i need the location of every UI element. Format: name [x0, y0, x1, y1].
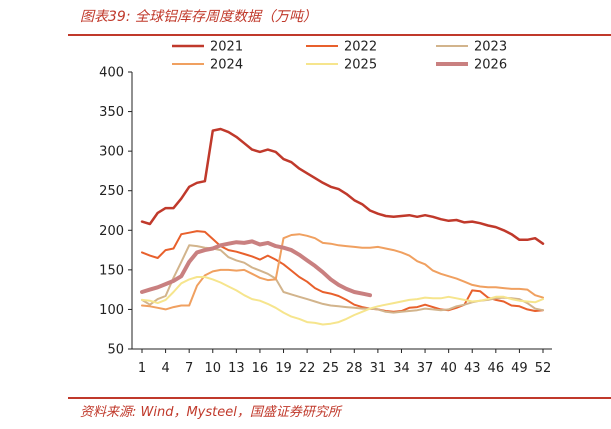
y-tick-label: 400 [99, 66, 124, 81]
y-tick-label: 200 [99, 224, 124, 239]
legend-label-2026: 2026 [474, 58, 507, 73]
x-tick-label: 16 [252, 361, 269, 376]
bottom-rule [68, 397, 611, 399]
x-tick-label: 28 [346, 361, 363, 376]
series-line-2021 [140, 127, 545, 245]
x-tick-label: 34 [393, 361, 410, 376]
series-layer [140, 127, 545, 326]
x-tick-label: 7 [185, 361, 193, 376]
y-tick-label: 150 [99, 263, 124, 278]
legend-label-2021: 2021 [210, 40, 243, 55]
y-tick-label: 50 [107, 343, 124, 358]
x-tick-label: 25 [322, 361, 339, 376]
top-rule [68, 34, 611, 36]
source-note: 资料来源: Wind，Mysteel，国盛证券研究所 [80, 405, 341, 420]
x-tick-label: 4 [161, 361, 169, 376]
series-line-2022 [141, 230, 544, 313]
y-axis: 50 100 150 200 250 300 350 400 [99, 66, 133, 358]
legend-label-2023: 2023 [474, 40, 507, 55]
x-tick-label: 52 [535, 361, 552, 376]
x-tick-label: 1 [138, 361, 146, 376]
x-tick-label: 10 [204, 361, 221, 376]
y-tick-label: 250 [99, 184, 124, 199]
series-line-2025 [141, 276, 544, 326]
legend: 2021 2022 2023 2024 2025 2026 [172, 40, 507, 73]
x-tick-label: 13 [228, 361, 245, 376]
series-line-2024 [141, 233, 544, 311]
y-tick-label: 100 [99, 303, 124, 318]
legend-label-2022: 2022 [344, 40, 377, 55]
x-tick-label: 19 [275, 361, 292, 376]
x-axis: 1 4 7 10 13 16 19 22 25 28 31 34 37 40 43 46 49 52 [132, 348, 552, 376]
x-tick-label: 22 [299, 361, 316, 376]
series-line-2026 [140, 239, 372, 298]
legend-label-2024: 2024 [210, 58, 243, 73]
x-tick-label: 40 [440, 361, 457, 376]
x-tick-label: 31 [370, 361, 387, 376]
legend-label-2025: 2025 [344, 58, 377, 73]
x-tick-label: 46 [488, 361, 505, 376]
y-tick-label: 350 [99, 105, 124, 120]
chart-title: 图表39: 全球铝库存周度数据（万吨） [80, 9, 317, 25]
y-tick-label: 300 [99, 145, 124, 160]
x-tick-label: 49 [511, 361, 528, 376]
x-tick-label: 43 [464, 361, 481, 376]
x-tick-label: 37 [417, 361, 434, 376]
